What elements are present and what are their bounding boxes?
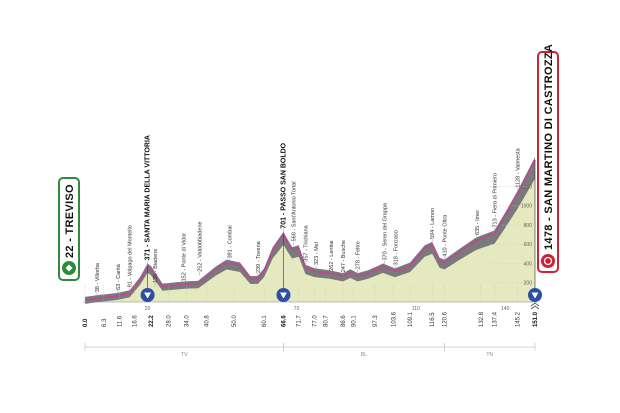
- waypoint-label: 357 - Trichiana: [304, 224, 310, 261]
- km-tick-label: 86.6: [341, 315, 347, 327]
- remaining-km-label: 20: [145, 306, 151, 312]
- remaining-km-label: 110: [412, 306, 420, 312]
- province-bar: TV BL TN: [84, 343, 536, 358]
- waypoint-label: 152 - Ponte di Vidor: [181, 233, 187, 282]
- finish-badge: 1478 - SAN MARTINO DI CASTROZZA: [537, 44, 559, 273]
- waypoint-label: 391 - Combai: [228, 225, 234, 258]
- waypoint-label: 1128 - Valmesta: [516, 147, 522, 187]
- waypoint-label: 370 - Seren del Grappa: [383, 202, 389, 260]
- waypoint-label: 318 - Fonzaso: [394, 230, 400, 265]
- km-tick-label: 34.0: [184, 315, 190, 327]
- km-tick-label: 22.2: [149, 315, 155, 327]
- waypoint-label: 262 - Lentiai: [329, 241, 335, 271]
- km-tick-label: 120.6: [442, 311, 448, 327]
- climb-triangle-icon: [279, 292, 287, 299]
- hill-band: [85, 157, 535, 304]
- altitude-tick-label: 1200: [521, 185, 532, 191]
- climb-triangle-icon: [531, 292, 539, 299]
- valley-fill: [85, 160, 535, 302]
- km-tick-label: 71.7: [297, 315, 303, 327]
- waypoint-labels: 38 - Villorba 63 - Carità 91 - Volpago del…: [95, 135, 522, 297]
- waypoint-label: 278 - Feltre: [356, 241, 362, 269]
- province-label: BL: [361, 352, 367, 358]
- waypoint-label: 323 - Mel: [314, 242, 320, 265]
- province-label: TV: [181, 352, 188, 358]
- km-tick-label: 109.1: [408, 311, 414, 327]
- profile-area: [85, 157, 535, 304]
- km-tick-label: 90.1: [352, 315, 358, 327]
- sprint-chevron: [530, 305, 540, 310]
- km-tick-label: 40.8: [205, 315, 211, 327]
- km-tick-label: 11.6: [118, 315, 124, 327]
- profile-line: [84, 159, 536, 301]
- sprint-icon: [530, 302, 540, 310]
- waypoint-label: 410 - Ponte Oltra: [442, 214, 448, 257]
- profile-line-path: [84, 159, 536, 301]
- km-tick-label: 97.3: [373, 315, 379, 327]
- waypoint-label: 713 - Fiera di Primiero: [493, 173, 499, 227]
- km-tick-label: 28.0: [166, 315, 172, 327]
- altitude-tick-label: 600: [524, 242, 533, 248]
- km-tick-label: 50.0: [232, 315, 238, 327]
- altitude-tick-label: 400: [524, 261, 533, 267]
- start-badge: 22 - TREVISO: [58, 177, 80, 281]
- km-tick-label: 60.1: [262, 315, 268, 327]
- climb-triangle-icon: [144, 292, 152, 299]
- km-tick-label: 77.0: [313, 315, 319, 327]
- km-tick-label: 6.3: [102, 318, 108, 327]
- km-tick-label: 103.6: [392, 311, 398, 327]
- sprint-chevron: [530, 302, 540, 307]
- km-tick-label: 145.2: [516, 311, 522, 327]
- km-tick-label: 132.8: [479, 311, 485, 327]
- altitude-grid: [490, 186, 531, 284]
- remaining-km-label: 140: [501, 306, 510, 312]
- waypoint-label: 38 - Villorba: [95, 262, 101, 292]
- altitude-tick-label: 800: [524, 223, 533, 229]
- waypoint-label: 371 - SANTA MARIA DELLA VITTORIA: [145, 135, 152, 260]
- waypoint-label: 701 - PASSO SAN BOLDO: [281, 142, 288, 228]
- km-tick-label: 16.6: [133, 315, 139, 327]
- start-flag-icon: [62, 261, 76, 275]
- km-tick-label: 151.0: [533, 311, 539, 327]
- waypoint-label: 247 - Busche: [341, 240, 347, 272]
- waypoint-label: 239 - Tovena: [256, 240, 262, 273]
- finish-label: 1478 - SAN MARTINO DI CASTROZZA: [543, 44, 555, 250]
- km-tick-label: 137.4: [493, 311, 499, 327]
- province-label: TN: [486, 352, 493, 358]
- waypoint-label: 252 - Valdobbiadene: [198, 221, 204, 271]
- waypoint-label: 635 - Imer: [475, 210, 481, 235]
- waypoint-label: 63 - Carità: [116, 263, 122, 290]
- start-label: 22 - TREVISO: [64, 184, 76, 258]
- altitude-axis: 200 400 600 800 1000 1200: [521, 185, 532, 287]
- km-tick-label: 80.7: [324, 315, 330, 327]
- altitude-tick-label: 1000: [521, 204, 532, 210]
- altitude-tick-label: 200: [524, 281, 533, 287]
- waypoint-label: 568 - Sant'Antonio Tortal: [292, 181, 298, 241]
- finish-flag-icon: [541, 254, 555, 268]
- km-tick-label: 66.6: [282, 315, 288, 327]
- waypoint-label: 135 - Biadene: [153, 249, 159, 283]
- waypoint-label: 594 - Lamon: [430, 208, 436, 239]
- km-tick-label: 116.5: [430, 312, 436, 327]
- waypoint-label: 91 - Volpago del Montello: [128, 225, 134, 287]
- climb-markers: [140, 160, 542, 310]
- km-tick-label: 0.0: [83, 318, 89, 327]
- remaining-km-label: 70: [294, 306, 300, 312]
